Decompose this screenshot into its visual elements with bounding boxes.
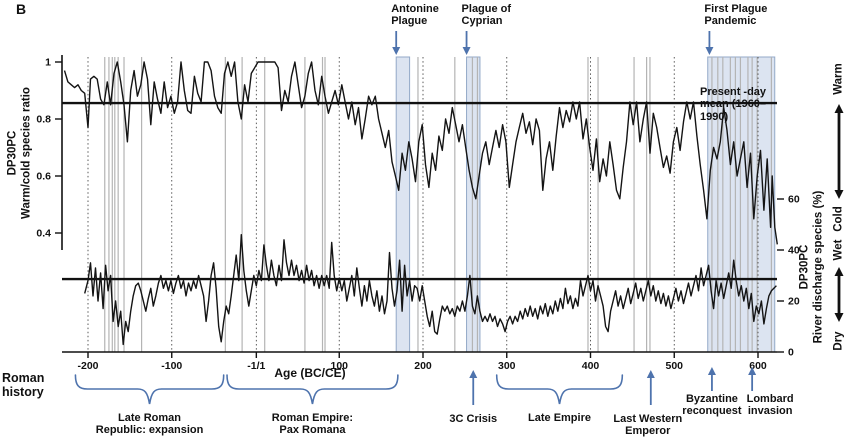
cold-direction-label: Cold [832,206,845,232]
x-tick-label: 300 [498,360,516,372]
x-tick-label: 200 [414,360,432,372]
brace-late-empire [495,374,624,405]
bottom-annotation-lombard-invasion: Lombard invasion [746,393,794,418]
top-annotation-antonine-plague: Antonine Plague [391,3,439,28]
left-axis-label-line2: Warm/cold species ratio [21,87,33,219]
brace-label-pax-romana: Roman Empire: Pax Romana [271,412,354,437]
down-arrow-head-antonine-plague [392,47,401,55]
y-right-tick-label: 60 [788,194,800,206]
roman-history-line2: history [2,385,44,399]
wet-dry-arrow-head-top [834,267,844,276]
bottom-annotation-last-western-emperor: Last Western Emperor [613,413,683,437]
y-left-tick-label: 0.8 [36,114,51,126]
roman-history-line1: Roman [2,371,45,385]
roman-history-label: Roman history [2,371,44,399]
wet-direction-label: Wet [832,239,845,261]
bottom-annotation-byzantine-reconquest: Byzantine reconquest [682,393,742,418]
brace-label-late-roman-republic: Late Roman Republic: expansion [95,412,204,437]
wet-dry-arrow-head-bottom [834,313,844,322]
x-tick-label: -200 [77,360,98,372]
dry-direction-label: Dry [832,331,845,351]
down-arrow-head-plague-of-cyprian [462,47,471,55]
up-arrow-head-lombard-invasion [748,367,757,375]
y-right-tick-label: 20 [788,296,800,308]
y-left-tick-label: 0.6 [36,171,51,183]
present-day-mean-label: Present -day mean (1960–1990) [700,86,767,123]
x-tick-label: 400 [582,360,600,372]
left-axis-label: DP30PC Warm/cold species ratio [6,87,35,219]
right-axis-label-line2: River discharge species (%) [813,190,825,344]
up-arrow-head-byzantine-reconquest [707,367,716,375]
up-arrow-head-3c-crisis [469,370,478,378]
down-arrow-head-first-plague-pandemic [705,47,714,55]
left-axis-label-line1: DP30PC [6,130,19,176]
warm-direction-label: Warm [832,63,845,95]
y-right-tick-label: 0 [788,347,794,359]
y-left-tick-label: 1 [45,57,51,69]
right-axis-label: DP30PC River discharge species (%) [798,191,827,344]
warm-cold-arrow-head-bottom [834,190,844,199]
series-river-discharge-species [84,233,777,346]
panel-label: B [16,1,27,17]
x-tick-label: -100 [161,360,182,372]
x-tick-label: 600 [749,360,767,372]
y-left-tick-label: 0.4 [36,228,51,240]
top-annotation-first-plague-pandemic: First Plague Pandemic [704,3,768,28]
x-tick-label: -1/1 [247,360,265,372]
series-warm-cold-species-ratio [63,61,778,245]
up-arrow-head-last-western-emperor [646,370,655,378]
brace-pax-romana [226,374,399,405]
y-right-tick-label: 40 [788,245,800,257]
bottom-annotation-3c-crisis: 3C Crisis [449,413,498,425]
brace-label-late-empire: Late Empire [528,412,591,424]
warm-cold-arrow-head-top [834,104,844,113]
x-axis-label: Age (BC/CE) [274,366,346,380]
x-tick-label: 500 [665,360,683,372]
top-annotation-plague-of-cyprian: Plague of Cyprian [461,3,512,28]
right-axis-label-line1: DP30PC [798,244,811,290]
x-tick-label: 100 [330,360,348,372]
brace-late-roman-republic [74,374,225,405]
